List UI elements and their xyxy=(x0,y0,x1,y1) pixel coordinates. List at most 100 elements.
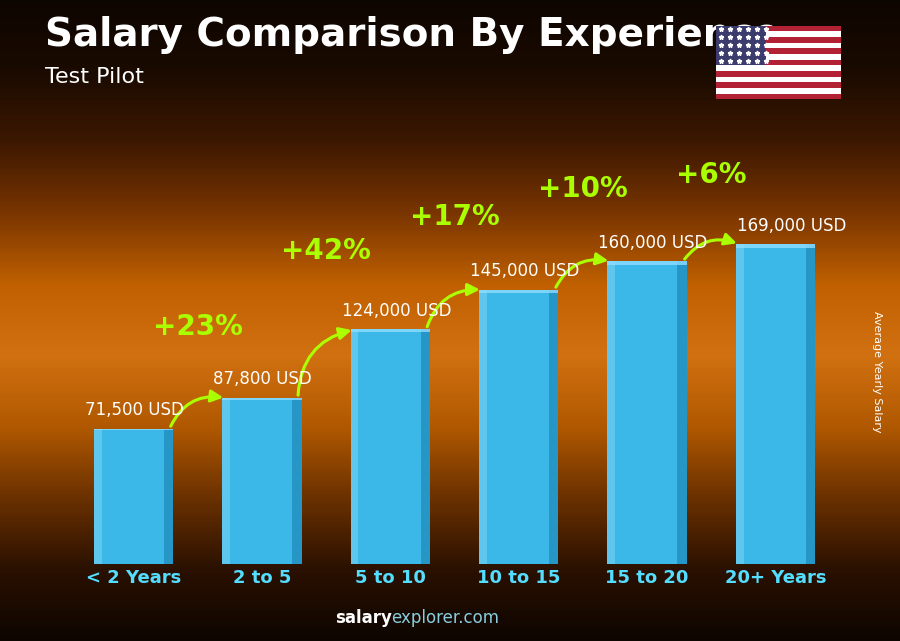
Bar xyxy=(94,429,174,564)
Bar xyxy=(0,149,900,152)
Bar xyxy=(0,239,900,242)
Bar xyxy=(0,276,900,278)
Bar xyxy=(0,483,900,485)
Bar xyxy=(94,429,102,564)
Text: +6%: +6% xyxy=(676,162,746,189)
Bar xyxy=(0,160,900,162)
Bar xyxy=(0,393,900,395)
FancyArrowPatch shape xyxy=(556,254,605,287)
Bar xyxy=(0,90,900,92)
Bar xyxy=(0,290,900,293)
Bar xyxy=(0,314,900,316)
Bar xyxy=(0,120,900,122)
Bar xyxy=(0,34,900,37)
Bar xyxy=(0,201,900,203)
Bar xyxy=(0,167,900,169)
Bar xyxy=(0,287,900,288)
Bar xyxy=(0,175,900,178)
Bar xyxy=(0,594,900,596)
Bar xyxy=(0,15,900,17)
Bar xyxy=(0,590,900,592)
Bar xyxy=(0,282,900,284)
Bar xyxy=(0,354,900,357)
Bar xyxy=(0,71,900,72)
Bar xyxy=(0,146,900,147)
Bar xyxy=(0,417,900,419)
Bar xyxy=(0,423,900,425)
Bar xyxy=(0,21,900,24)
Bar xyxy=(0,583,900,585)
Bar xyxy=(0,299,900,301)
Bar xyxy=(0,387,900,389)
Bar xyxy=(0,515,900,517)
Bar xyxy=(0,598,900,601)
Text: 160,000 USD: 160,000 USD xyxy=(598,234,707,252)
Bar xyxy=(0,451,900,453)
Bar xyxy=(0,560,900,562)
Bar xyxy=(0,617,900,620)
Text: +10%: +10% xyxy=(538,174,627,203)
Bar xyxy=(0,154,900,156)
Bar xyxy=(716,94,841,99)
Bar xyxy=(0,511,900,513)
Bar xyxy=(0,579,900,581)
Bar xyxy=(0,92,900,94)
Text: 87,800 USD: 87,800 USD xyxy=(213,370,312,388)
Bar xyxy=(0,216,900,218)
Bar xyxy=(479,290,487,564)
Bar xyxy=(0,397,900,399)
Bar xyxy=(0,325,900,327)
Bar xyxy=(0,188,900,190)
Bar xyxy=(0,472,900,474)
Bar xyxy=(0,88,900,90)
Bar xyxy=(0,178,900,179)
Bar xyxy=(0,575,900,577)
Bar xyxy=(0,222,900,224)
Bar xyxy=(0,601,900,603)
Bar xyxy=(0,335,900,338)
Bar xyxy=(0,412,900,415)
FancyArrowPatch shape xyxy=(171,391,220,426)
Bar xyxy=(0,210,900,212)
Bar xyxy=(0,622,900,624)
Bar xyxy=(0,165,900,167)
Bar xyxy=(0,492,900,494)
Bar xyxy=(0,498,900,500)
Bar xyxy=(0,470,900,472)
Bar xyxy=(0,572,900,575)
Bar xyxy=(0,43,900,45)
FancyArrowPatch shape xyxy=(685,235,733,259)
Bar xyxy=(0,391,900,393)
Bar xyxy=(678,262,687,564)
Bar xyxy=(0,569,900,570)
Bar xyxy=(0,248,900,250)
Bar xyxy=(549,290,559,564)
Bar xyxy=(0,581,900,583)
Bar xyxy=(0,203,900,205)
Bar xyxy=(0,495,900,498)
Bar xyxy=(716,77,841,82)
Bar xyxy=(0,38,900,40)
Bar xyxy=(716,71,841,77)
Bar xyxy=(0,135,900,137)
Bar xyxy=(0,519,900,521)
Bar xyxy=(0,577,900,579)
Bar xyxy=(0,442,900,444)
Bar xyxy=(0,404,900,406)
Bar xyxy=(0,115,900,117)
Bar xyxy=(0,117,900,120)
Bar xyxy=(0,83,900,85)
Bar xyxy=(0,329,900,331)
Bar xyxy=(0,308,900,310)
Bar xyxy=(0,98,900,101)
Bar xyxy=(0,476,900,479)
Bar xyxy=(0,72,900,75)
Bar xyxy=(0,137,900,139)
Bar xyxy=(0,224,900,226)
Bar xyxy=(0,408,900,410)
Bar xyxy=(0,69,900,71)
Bar xyxy=(0,319,900,320)
Bar xyxy=(0,331,900,333)
Bar xyxy=(0,265,900,267)
FancyArrowPatch shape xyxy=(428,285,476,327)
